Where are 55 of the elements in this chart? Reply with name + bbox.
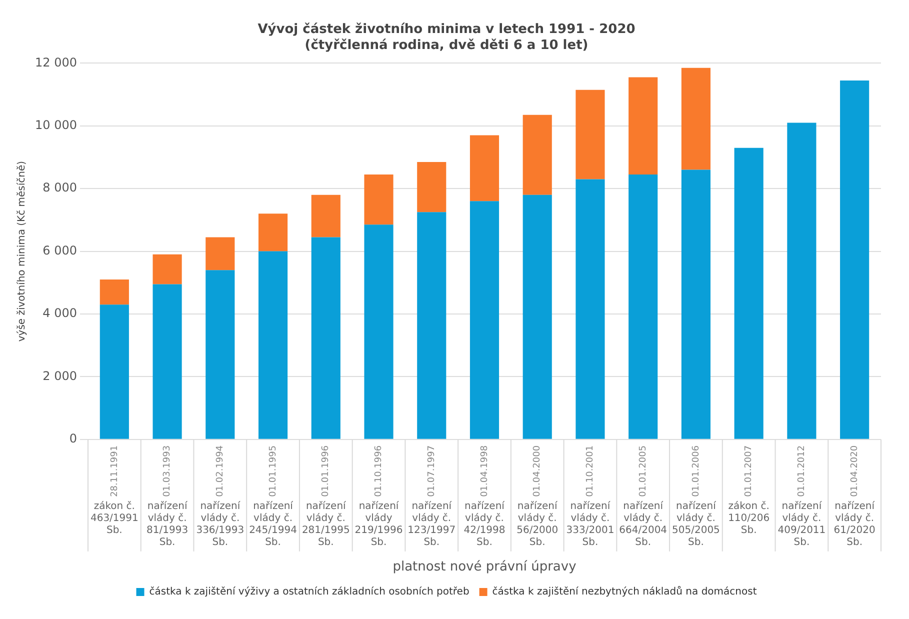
bar: [681, 170, 711, 439]
bar: [258, 251, 288, 439]
x-tick-label: 01.01.2012 nařízení vlády č. 409/2011 Sb.: [778, 445, 826, 548]
bar: [100, 304, 129, 439]
y-axis-title: výše životního minima (Kč měsíčně): [16, 160, 28, 342]
x-tick-label: 01.04.1998 nařízení vlády č. 42/1998 Sb.: [464, 445, 506, 548]
x-tick-label: 28.11.1991 zákon č. 463/1991 Sb.: [90, 445, 138, 536]
bar: [470, 201, 500, 439]
chart-subtitle: (čtyřčlenná rodina, dvě děti 6 a 10 let): [304, 38, 588, 53]
y-tick-label: 4 000: [42, 306, 77, 320]
y-tick-label: 6 000: [42, 243, 77, 258]
y-tick-label: 2 000: [42, 368, 77, 383]
bar: [258, 214, 288, 252]
bar: [787, 122, 816, 439]
bar: [311, 237, 340, 439]
x-tick-label: 01.10.2001 nařízení vlády č. 333/2001 Sb.: [566, 445, 614, 548]
bar: [152, 284, 182, 439]
y-tick-label: 8 000: [42, 180, 77, 195]
bar: [576, 90, 605, 180]
y-tick-label: 10 000: [34, 118, 77, 132]
x-tick-label: 01.01.2005 nařízení vlády č. 664/2004 Sb.: [619, 445, 668, 548]
x-tick-label: 01.07.1997 nařízení vlády č. 123/1997 Sb.: [408, 445, 456, 548]
bar: [734, 148, 764, 439]
bar: [628, 77, 658, 174]
x-axis-title: platnost nové právní úpravy: [392, 560, 577, 575]
bar: [417, 212, 446, 439]
x-tick-label: 01.10.1996 nařízení vlády 219/1996 Sb.: [354, 445, 403, 548]
bar: [364, 224, 394, 439]
bar: [311, 194, 340, 238]
x-tick-label: 01.01.1995 nařízení vlády č. 245/1994 Sb.: [249, 445, 297, 548]
x-tick-label: 01.01.1996 nařízení vlády č. 281/1995 Sb.: [302, 445, 350, 548]
bar: [364, 174, 394, 225]
bar: [206, 237, 235, 270]
bar: [417, 162, 446, 212]
legend-label: částka k zajištění výživy a ostatních základních osobních potřeb: [149, 586, 470, 598]
x-tick-label: 01.01.2007 zákon č. 110/206 Sb.: [728, 445, 770, 536]
chart-title: Vývoj částek životního minima v letech 1991 - 2020: [258, 22, 636, 38]
x-tick-label: 01.01.2006 nařízení vlády č. 505/2005 Sb.: [672, 445, 720, 548]
legend-label: částka k zajištění nezbytných nákladů na domácnost: [492, 586, 757, 598]
x-tick-label: 01.02.1994 nařízení vlády č. 336/1993 Sb.: [196, 445, 244, 548]
bar: [840, 80, 870, 439]
y-tick-label: 0: [69, 432, 77, 446]
bar: [206, 270, 235, 439]
bar: [522, 194, 552, 439]
bar: [681, 68, 711, 170]
x-tick-label: 01.04.2000 nařízení vlády č. 56/2000 Sb.: [516, 445, 559, 548]
y-tick-label: 12 000: [34, 55, 77, 70]
bar: [576, 179, 605, 439]
x-tick-label: 01.03.1993 nařízení vlády č. 81/1993 Sb.: [146, 445, 188, 548]
bar: [100, 280, 129, 305]
bar: [470, 135, 500, 202]
bar: [522, 114, 552, 195]
bar: [152, 254, 182, 284]
x-tick-label: 01.04.2020 nařízení vlády č. 61/2020 Sb.: [834, 445, 876, 548]
bar: [628, 174, 658, 439]
